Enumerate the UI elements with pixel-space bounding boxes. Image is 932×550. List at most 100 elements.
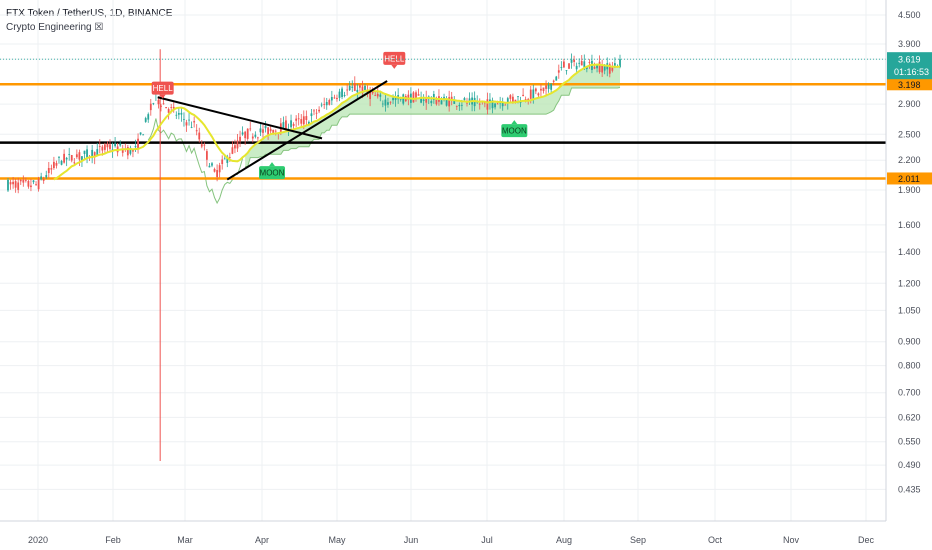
candle-body: [422, 99, 425, 101]
last-price-tag: 3.619 01:16:53: [887, 52, 932, 80]
price-tick-label: 1.050: [898, 305, 921, 315]
candle-body: [519, 102, 522, 103]
candle-body: [407, 94, 410, 100]
candle-body: [58, 156, 60, 158]
candle-body: [292, 124, 295, 126]
candle-body: [190, 127, 193, 128]
badge-label: HELL: [153, 84, 174, 93]
candle-body: [361, 86, 364, 94]
candle-body: [524, 99, 527, 101]
candle-body: [353, 83, 356, 91]
candle-body: [517, 96, 519, 98]
candle-body: [575, 65, 578, 70]
candle-body: [285, 120, 287, 130]
candle-body: [450, 96, 453, 100]
candle-body: [330, 97, 333, 101]
candle-body: [274, 130, 277, 132]
candle-body: [42, 179, 45, 181]
price-tick-label: 1.900: [898, 185, 921, 195]
candle-body: [223, 158, 226, 160]
candle-body: [346, 89, 349, 91]
candle-body: [246, 128, 249, 139]
candle-body: [257, 137, 259, 139]
candle-body: [529, 89, 532, 99]
candle-body: [305, 116, 308, 121]
tag-box: [887, 78, 932, 91]
grid-lines: [0, 0, 886, 521]
candle-body: [121, 149, 124, 153]
candle-body: [200, 144, 203, 147]
candle-body: [198, 132, 201, 140]
candle-body: [83, 150, 86, 154]
candle-body: [598, 61, 601, 73]
candle-body: [65, 157, 68, 160]
candle-body: [68, 154, 71, 155]
candle-body: [563, 61, 565, 68]
candle-body: [147, 114, 150, 120]
candle-body: [167, 109, 170, 113]
candle-body: [78, 152, 81, 160]
price-tick-label: 0.550: [898, 437, 921, 447]
moon-signal-badge: MOON: [259, 162, 285, 180]
candle-body: [37, 179, 40, 190]
candle-body: [152, 103, 155, 105]
candle-body: [177, 112, 180, 115]
candle-body: [392, 97, 394, 101]
candle-body: [338, 91, 341, 98]
countdown-label: 01:16:53: [894, 67, 929, 77]
candle-body: [234, 145, 236, 149]
candle-body: [264, 126, 267, 129]
candle-body: [9, 182, 12, 185]
candle-body: [547, 84, 550, 89]
candle-body: [239, 136, 241, 142]
candle-body: [463, 98, 466, 101]
candle-body: [73, 162, 76, 164]
candle-body: [578, 62, 581, 64]
candle-body: [369, 91, 371, 100]
candle-body: [7, 179, 9, 191]
time-tick-label: Nov: [783, 535, 800, 545]
candle-body: [371, 91, 374, 94]
candle-body: [96, 149, 99, 156]
candle-body: [228, 157, 231, 158]
candle-body: [12, 181, 14, 185]
candle-body: [568, 63, 570, 69]
candle-body: [614, 63, 616, 66]
candle-body: [522, 94, 524, 97]
candle-body: [445, 99, 448, 106]
candle-body: [193, 121, 196, 123]
candle-body: [557, 70, 560, 73]
candle-body: [295, 118, 298, 121]
candle-body: [619, 59, 621, 68]
price-tick-label: 4.500: [898, 10, 921, 20]
candle-body: [267, 127, 269, 135]
candle-body: [282, 122, 285, 128]
candle-body: [596, 64, 598, 69]
candle-body: [137, 138, 139, 150]
candle-body: [585, 66, 588, 70]
candle-body: [149, 103, 152, 111]
candle-body: [17, 182, 20, 190]
candle-body: [297, 118, 300, 120]
candle-body: [213, 168, 216, 172]
candle-body: [611, 66, 614, 71]
candle-body: [318, 109, 320, 112]
candle-body: [534, 88, 537, 92]
price-tick-label: 2.900: [898, 99, 921, 109]
candle-body: [542, 87, 545, 92]
candle-body: [241, 132, 244, 135]
candle-body: [333, 97, 336, 99]
level-price-tag: 3.198: [887, 78, 932, 91]
candle-body: [55, 162, 58, 166]
candle-body: [583, 61, 586, 69]
candle-body: [22, 179, 25, 183]
time-tick-label: 2020: [28, 535, 48, 545]
trailing-stop-early: [147, 118, 244, 205]
candle-body: [364, 85, 366, 91]
candle-body: [501, 101, 504, 107]
candle-body: [60, 160, 63, 165]
moon-signal-badge: MOON: [501, 120, 528, 138]
support-cloud: [245, 64, 620, 167]
time-tick-label: Jul: [481, 535, 493, 545]
